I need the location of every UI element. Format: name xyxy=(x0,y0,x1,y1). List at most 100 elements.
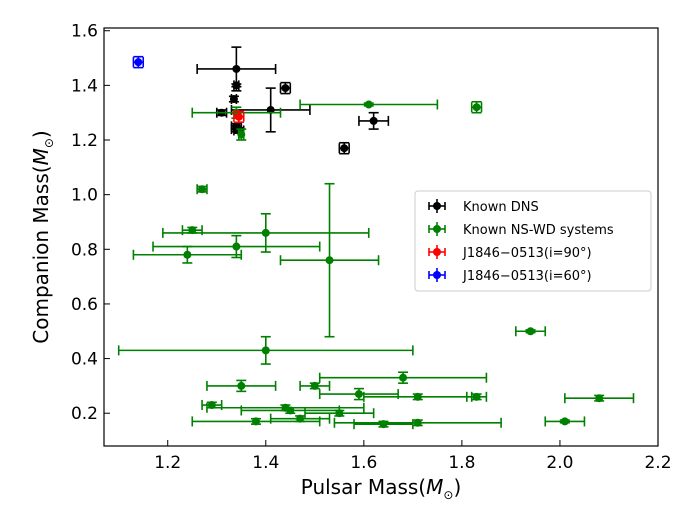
y-tick-label: 1.6 xyxy=(71,22,98,42)
data-point-marker xyxy=(237,381,246,390)
x-axis-unit-subscript: ⊙ xyxy=(443,488,453,502)
x-tick-label: 1.8 xyxy=(448,453,475,473)
x-axis-ticks: 1.2 1.4 1.6 1.8 2.0 2.2 xyxy=(154,440,672,473)
data-point-marker xyxy=(595,394,604,403)
data-point-marker xyxy=(232,81,241,90)
data-point-marker xyxy=(261,228,270,237)
data-point xyxy=(162,212,370,253)
legend-entry: Known DNS xyxy=(428,199,539,215)
series-1 xyxy=(117,99,635,430)
data-point xyxy=(196,184,208,195)
data-point-marker xyxy=(198,185,207,194)
legend-label: J1846−0513(i=90°) xyxy=(462,246,592,261)
data-point xyxy=(299,99,439,110)
data-point-marker xyxy=(413,418,422,427)
legend-label: J1846−0513(i=60°) xyxy=(462,269,592,284)
legend-label: Known DNS xyxy=(463,200,539,215)
legend-entry: Known NS-WD systems xyxy=(428,222,614,238)
data-point xyxy=(132,55,145,69)
legend-marker-dot xyxy=(433,271,441,279)
y-tick-label: 1.0 xyxy=(71,186,98,206)
legend-marker-dot xyxy=(433,248,441,256)
data-point-marker xyxy=(261,346,270,355)
data-point-marker xyxy=(472,103,481,112)
legend-entries: Known DNS Known NS-WD systems J1846−0513(i… xyxy=(428,199,614,284)
data-point xyxy=(228,94,239,105)
x-tick-label: 1.2 xyxy=(154,453,181,473)
data-point xyxy=(515,326,547,337)
data-point-marker xyxy=(354,390,363,399)
legend-marker-dot xyxy=(433,202,441,210)
data-point xyxy=(465,391,488,402)
y-axis-unit-subscript: ⊙ xyxy=(42,138,56,148)
data-point xyxy=(338,141,350,155)
legend-entry: J1846−0513(i=90°) xyxy=(428,245,592,261)
data-point xyxy=(363,391,473,402)
data-point-marker xyxy=(229,95,238,104)
data-point-marker xyxy=(310,381,319,390)
data-point-marker xyxy=(364,100,373,109)
data-point xyxy=(206,379,277,393)
y-tick-label: 0.6 xyxy=(71,295,98,315)
data-point xyxy=(470,100,483,114)
data-point-marker xyxy=(296,414,305,423)
data-point xyxy=(279,81,292,95)
legend: Known DNS Known NS-WD systems J1846−0513(i… xyxy=(414,190,652,292)
data-point-marker xyxy=(526,327,535,336)
data-point xyxy=(152,234,321,259)
y-tick-label: 1.2 xyxy=(71,131,98,151)
data-point-marker xyxy=(472,392,481,401)
data-point xyxy=(318,371,488,384)
legend-label: Known NS-WD systems xyxy=(463,223,614,238)
data-point-marker xyxy=(134,58,143,67)
x-tick-label: 1.6 xyxy=(350,453,377,473)
data-point xyxy=(117,335,414,365)
data-point-marker xyxy=(251,417,260,426)
data-point xyxy=(299,380,331,391)
x-axis-unit: M xyxy=(426,475,443,499)
data-point-marker xyxy=(281,84,290,93)
data-point-marker xyxy=(232,64,241,73)
data-point-marker xyxy=(234,112,243,121)
x-tick-label: 2.0 xyxy=(546,453,573,473)
data-point-marker xyxy=(335,409,344,418)
data-point-marker xyxy=(379,420,388,429)
series-0 xyxy=(196,46,390,155)
data-point-marker xyxy=(413,392,422,401)
data-point xyxy=(564,393,635,404)
data-point-marker xyxy=(369,116,378,125)
data-point xyxy=(279,182,380,338)
data-point xyxy=(353,419,414,430)
data-point xyxy=(230,87,311,133)
plot-marks xyxy=(117,46,635,430)
data-point-marker xyxy=(560,417,569,426)
y-axis-unit: M xyxy=(29,148,53,165)
y-axis-ticks: 0.2 0.4 0.6 0.8 1.0 1.2 1.4 1.6 xyxy=(71,22,110,424)
data-point xyxy=(544,416,586,427)
x-axis-label-text: Pulsar Mass xyxy=(301,475,419,499)
data-point-marker xyxy=(232,242,241,251)
y-tick-label: 0.2 xyxy=(71,404,98,424)
data-point xyxy=(333,417,502,428)
data-point xyxy=(236,128,247,141)
plot-frame xyxy=(103,27,659,447)
x-axis-label: Pulsar Mass(M⊙) xyxy=(301,475,462,502)
data-point-marker xyxy=(340,144,349,153)
y-tick-label: 0.4 xyxy=(71,350,98,370)
x-tick-label: 2.2 xyxy=(644,453,671,473)
y-tick-label: 0.8 xyxy=(71,240,98,260)
data-point xyxy=(358,111,390,130)
data-point xyxy=(304,408,375,419)
y-tick-label: 1.4 xyxy=(71,76,98,96)
legend-marker-dot xyxy=(433,225,441,233)
data-point xyxy=(269,413,331,424)
x-tick-label: 1.4 xyxy=(252,453,279,473)
data-point xyxy=(233,110,245,124)
data-point xyxy=(318,387,399,401)
legend-entry: J1846−0513(i=60°) xyxy=(428,268,592,284)
series-2 xyxy=(233,110,245,124)
data-point xyxy=(132,245,243,264)
data-point-marker xyxy=(237,130,246,139)
y-axis-label-text: Companion Mass xyxy=(29,173,53,344)
